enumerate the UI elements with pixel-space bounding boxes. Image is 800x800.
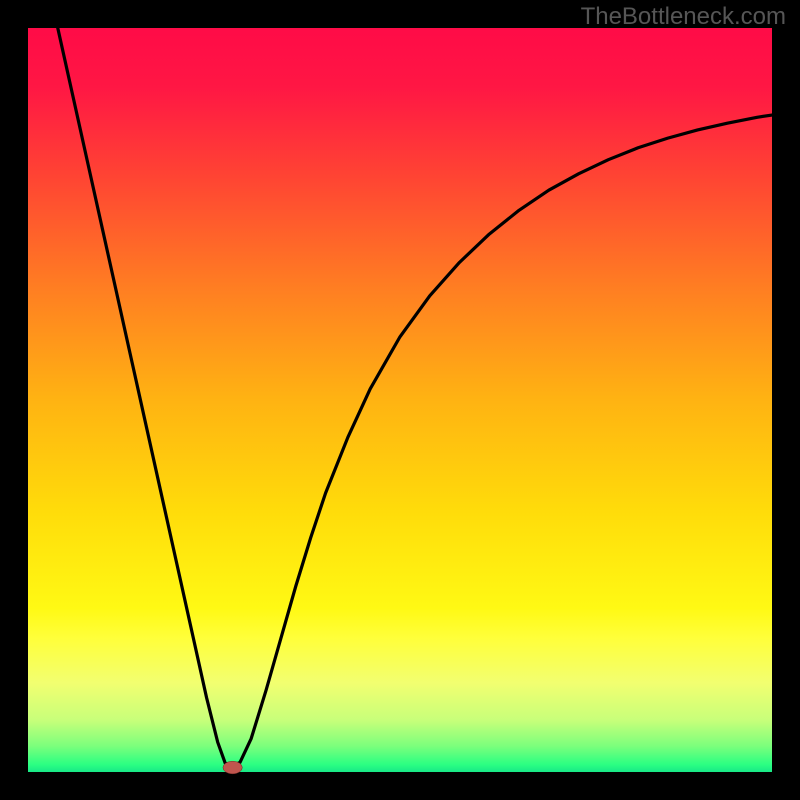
- bottleneck-curve: [58, 28, 772, 766]
- minimum-marker: [223, 761, 242, 774]
- chart-container: TheBottleneck.com: [0, 0, 800, 800]
- curve-layer: [28, 28, 772, 772]
- watermark-text: TheBottleneck.com: [581, 3, 786, 31]
- plot-area: [28, 28, 772, 772]
